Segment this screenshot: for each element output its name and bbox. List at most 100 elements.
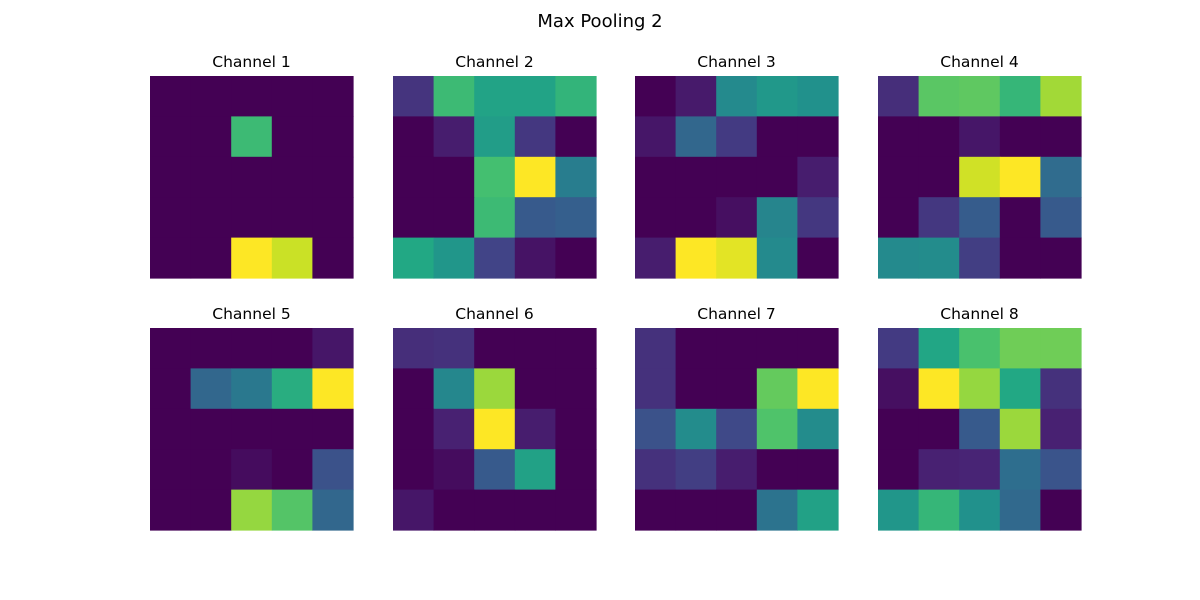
heatmap-cell xyxy=(999,237,1041,279)
heatmap-cell xyxy=(555,76,597,117)
heatmap-cell xyxy=(635,328,677,369)
heatmap-cell xyxy=(918,489,960,531)
heatmap-cell xyxy=(514,116,556,158)
heatmap-cell xyxy=(675,368,717,410)
heatmap-cell xyxy=(959,237,1001,279)
heatmap-cell xyxy=(756,156,798,198)
heatmap-cell xyxy=(271,156,313,198)
heatmap-cell xyxy=(433,449,475,491)
heatmap-cell xyxy=(635,368,677,410)
heatmap-cell xyxy=(797,449,839,491)
heatmap-cell xyxy=(555,116,597,158)
heatmap-cell xyxy=(190,328,232,369)
heatmap-cell xyxy=(393,237,435,279)
heatmap-cell xyxy=(312,368,354,410)
heatmap-cell xyxy=(635,237,677,279)
heatmap-cell xyxy=(959,408,1001,450)
heatmap-cell xyxy=(190,408,232,450)
heatmap-cell xyxy=(393,489,435,531)
heatmap-cell xyxy=(514,76,556,117)
heatmap-cell xyxy=(716,489,758,531)
heatmap-cell xyxy=(231,156,273,198)
heatmap-cell xyxy=(675,76,717,117)
heatmap-cell xyxy=(756,408,798,450)
heatmap-cell xyxy=(231,237,273,279)
heatmap-cell xyxy=(231,197,273,239)
heatmap-cell xyxy=(675,237,717,279)
heatmap-cell xyxy=(716,408,758,450)
heatmap-cell xyxy=(716,328,758,369)
heatmap-cell xyxy=(312,408,354,450)
heatmap-cell xyxy=(514,328,556,369)
heatmap-cell xyxy=(959,328,1001,369)
heatmap-cell xyxy=(190,76,232,117)
heatmap-cell xyxy=(1040,156,1082,198)
heatmap-cell xyxy=(514,368,556,410)
heatmap-cell xyxy=(878,449,920,491)
heatmap-cell xyxy=(150,328,192,369)
heatmap-cell xyxy=(756,489,798,531)
heatmap-panel-3: Channel 3 xyxy=(635,53,839,279)
heatmap-cell xyxy=(393,368,435,410)
heatmap-cell xyxy=(918,408,960,450)
heatmap-cell xyxy=(433,368,475,410)
heatmap-cell xyxy=(635,156,677,198)
heatmap-cell xyxy=(393,197,435,239)
heatmap-cell xyxy=(675,156,717,198)
heatmap-cell xyxy=(675,449,717,491)
heatmap-cell xyxy=(675,489,717,531)
heatmap-cell xyxy=(150,408,192,450)
heatmap-cell xyxy=(1040,408,1082,450)
heatmap-cell xyxy=(999,449,1041,491)
heatmap-cell xyxy=(635,116,677,158)
panel-title: Channel 2 xyxy=(455,53,533,71)
heatmap-cell xyxy=(231,408,273,450)
heatmap-cell xyxy=(271,116,313,158)
heatmap-cell xyxy=(797,328,839,369)
heatmap-cell xyxy=(797,116,839,158)
heatmap-cell xyxy=(756,328,798,369)
heatmap-cell xyxy=(756,449,798,491)
heatmap-cell xyxy=(474,237,516,279)
heatmap-cell xyxy=(231,489,273,531)
panel-title: Channel 8 xyxy=(940,305,1018,323)
panel-title: Channel 7 xyxy=(697,305,775,323)
heatmap-cell xyxy=(999,408,1041,450)
heatmap-cell xyxy=(190,116,232,158)
heatmap-cell xyxy=(1040,197,1082,239)
heatmap-cell xyxy=(675,116,717,158)
heatmap-cell xyxy=(433,197,475,239)
heatmap-cell xyxy=(514,156,556,198)
heatmap-cell xyxy=(312,197,354,239)
heatmap-cell xyxy=(675,408,717,450)
heatmap-cell xyxy=(878,237,920,279)
heatmap-cell xyxy=(514,489,556,531)
figure-title: Max Pooling 2 xyxy=(537,11,662,32)
heatmap-cell xyxy=(555,328,597,369)
heatmap-cell xyxy=(393,156,435,198)
heatmap-cell xyxy=(878,368,920,410)
heatmap-cell xyxy=(231,116,273,158)
panel-title: Channel 1 xyxy=(212,53,290,71)
heatmap-cell xyxy=(999,368,1041,410)
heatmap-cell xyxy=(150,237,192,279)
heatmap-cell xyxy=(756,197,798,239)
heatmap-cell xyxy=(271,449,313,491)
heatmap-cell xyxy=(918,368,960,410)
heatmap-cell xyxy=(271,197,313,239)
heatmap-cell xyxy=(716,197,758,239)
heatmap-cell xyxy=(312,449,354,491)
heatmap-cell xyxy=(999,328,1041,369)
heatmap-panel-4: Channel 4 xyxy=(878,53,1082,279)
heatmap-panel-8: Channel 8 xyxy=(878,305,1082,531)
heatmap-cell xyxy=(190,368,232,410)
heatmap-cell xyxy=(555,197,597,239)
heatmap-panel-6: Channel 6 xyxy=(393,305,597,531)
heatmap-cell xyxy=(150,368,192,410)
heatmap-cell xyxy=(474,116,516,158)
heatmap-cell xyxy=(918,156,960,198)
heatmap-cell xyxy=(675,328,717,369)
heatmap-cell xyxy=(716,449,758,491)
heatmap-cell xyxy=(474,489,516,531)
heatmap-cell xyxy=(635,489,677,531)
